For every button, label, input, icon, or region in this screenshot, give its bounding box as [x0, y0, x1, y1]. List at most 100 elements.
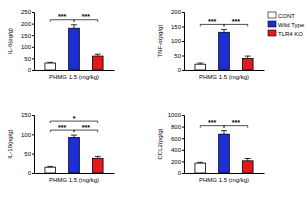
error-bar-cap: [221, 130, 227, 131]
error-bar-cap: [71, 24, 77, 25]
tick: 0: [178, 170, 184, 176]
legend-label: TLR4 KO: [278, 31, 303, 37]
significance-bracket: ***: [224, 18, 248, 27]
tick-label: 200: [171, 159, 182, 165]
bar: [45, 63, 56, 70]
legend-swatch: [268, 21, 276, 27]
legend-item: CONT: [268, 12, 295, 19]
bar: [92, 56, 103, 70]
plot-area: [195, 29, 253, 70]
tick-mark: [182, 41, 184, 42]
error-bar: [197, 162, 203, 164]
bar: [92, 158, 103, 173]
panel: 050100150PHMG 1.5 (mg/kg)IL-10(pg/g)****…: [7, 112, 115, 183]
tick-label: 1000: [168, 112, 182, 118]
tick: 250: [21, 9, 34, 15]
tick-mark: [32, 70, 34, 71]
error-bar-cap: [197, 162, 203, 163]
error-bar: [197, 63, 203, 64]
error-bar: [221, 131, 227, 134]
x-axis: PHMG 1.5 (mg/kg): [35, 173, 115, 183]
axis-line: [182, 116, 185, 174]
error-bar: [71, 25, 77, 28]
significance-bracket: ***: [200, 119, 224, 128]
tick: 200: [171, 9, 184, 15]
error-bar-stem: [224, 131, 225, 134]
tick-label: PHMG 1.5 (mg/kg): [49, 74, 99, 80]
significance-bracket: ***: [74, 13, 98, 22]
significance-label: ***: [208, 18, 216, 25]
axis-line: [35, 70, 115, 71]
y-axis: 050100150200: [171, 9, 185, 73]
tick-label: 250: [21, 9, 32, 15]
tick: 100: [171, 38, 184, 44]
tick-label: 50: [24, 151, 31, 157]
error-bar: [71, 135, 77, 137]
tick: 150: [21, 112, 34, 118]
error-bar-cap: [197, 63, 203, 64]
tick-label: 50: [24, 56, 31, 62]
significance-label: ***: [232, 18, 240, 25]
significance-label: *: [73, 115, 76, 122]
legend-item: TLR4 KO: [268, 30, 303, 37]
tick: 600: [171, 136, 184, 142]
legend-label: Wild Type: [278, 22, 305, 28]
error-bar-cap: [47, 62, 53, 63]
error-bar: [245, 159, 251, 161]
y-axis-title: CCL2(pg/g): [157, 128, 163, 159]
bar: [69, 28, 80, 70]
legend-label: CONT: [278, 13, 295, 19]
significance-bracket: ***: [50, 13, 74, 22]
tick-label: 400: [171, 147, 182, 153]
tick-mark: [182, 70, 184, 71]
error-bar: [47, 62, 53, 64]
tick-label: 150: [21, 33, 32, 39]
tick-label: 0: [28, 67, 32, 73]
tick-label: PHMG 1.5 (mg/kg): [199, 74, 249, 80]
annotations: *******: [50, 115, 97, 132]
bar: [195, 64, 206, 70]
tick-mark: [32, 58, 34, 59]
tick: 150: [21, 33, 34, 39]
legend-swatch: [268, 30, 276, 36]
tick-mark: [32, 47, 34, 48]
tick: 0: [178, 67, 184, 73]
tick-label: PHMG 1.5 (mg/kg): [49, 177, 99, 183]
tick-label: 100: [21, 132, 32, 138]
annotations: *** ***: [200, 18, 247, 27]
tick-label: 100: [21, 44, 32, 50]
tick-label: 150: [21, 112, 32, 118]
tick-mark: [182, 115, 184, 116]
significance-label: ***: [232, 119, 240, 126]
panel: 0 200 400 600 800 1000 PHMG 1.5 (mg/kg) CCL2(pg…: [157, 112, 265, 183]
tick: 50: [24, 151, 34, 157]
tick-label: 200: [171, 9, 182, 15]
legend: CONT Wild Type TLR4 KO: [268, 12, 305, 37]
y-axis: 0 50 100 150: [21, 112, 35, 176]
tick-mark: [182, 161, 184, 162]
tick-label: 800: [171, 124, 182, 130]
tick: PHMG 1.5 (mg/kg): [199, 173, 249, 183]
annotations: ******: [50, 13, 97, 22]
tick-label: 50: [174, 53, 181, 59]
legend-item: Wild Type: [268, 21, 305, 28]
tick: 1000: [168, 112, 184, 118]
significance-bracket: ***: [200, 18, 224, 27]
tick-mark: [182, 138, 184, 139]
tick: PHMG 1.5 (mg/kg): [49, 173, 99, 183]
tick-mark: [182, 56, 184, 57]
tick-mark: [182, 173, 184, 174]
tick: 800: [171, 124, 184, 130]
tick: 50: [174, 53, 184, 59]
tick-mark: [32, 12, 34, 13]
bar: [242, 58, 253, 70]
plot-area: [195, 131, 253, 173]
y-axis-title: IL-6(pg/g): [7, 28, 13, 54]
tick-label: 0: [178, 67, 182, 73]
panel: 050100150200250PHMG 1.5 (mg/kg)IL-6(pg/g…: [7, 9, 115, 80]
error-bar-cap: [245, 56, 251, 57]
bar: [45, 167, 56, 173]
tick: PHMG 1.5 (mg/kg): [49, 70, 99, 80]
tick-mark: [182, 12, 184, 13]
tick: 0: [28, 170, 34, 176]
